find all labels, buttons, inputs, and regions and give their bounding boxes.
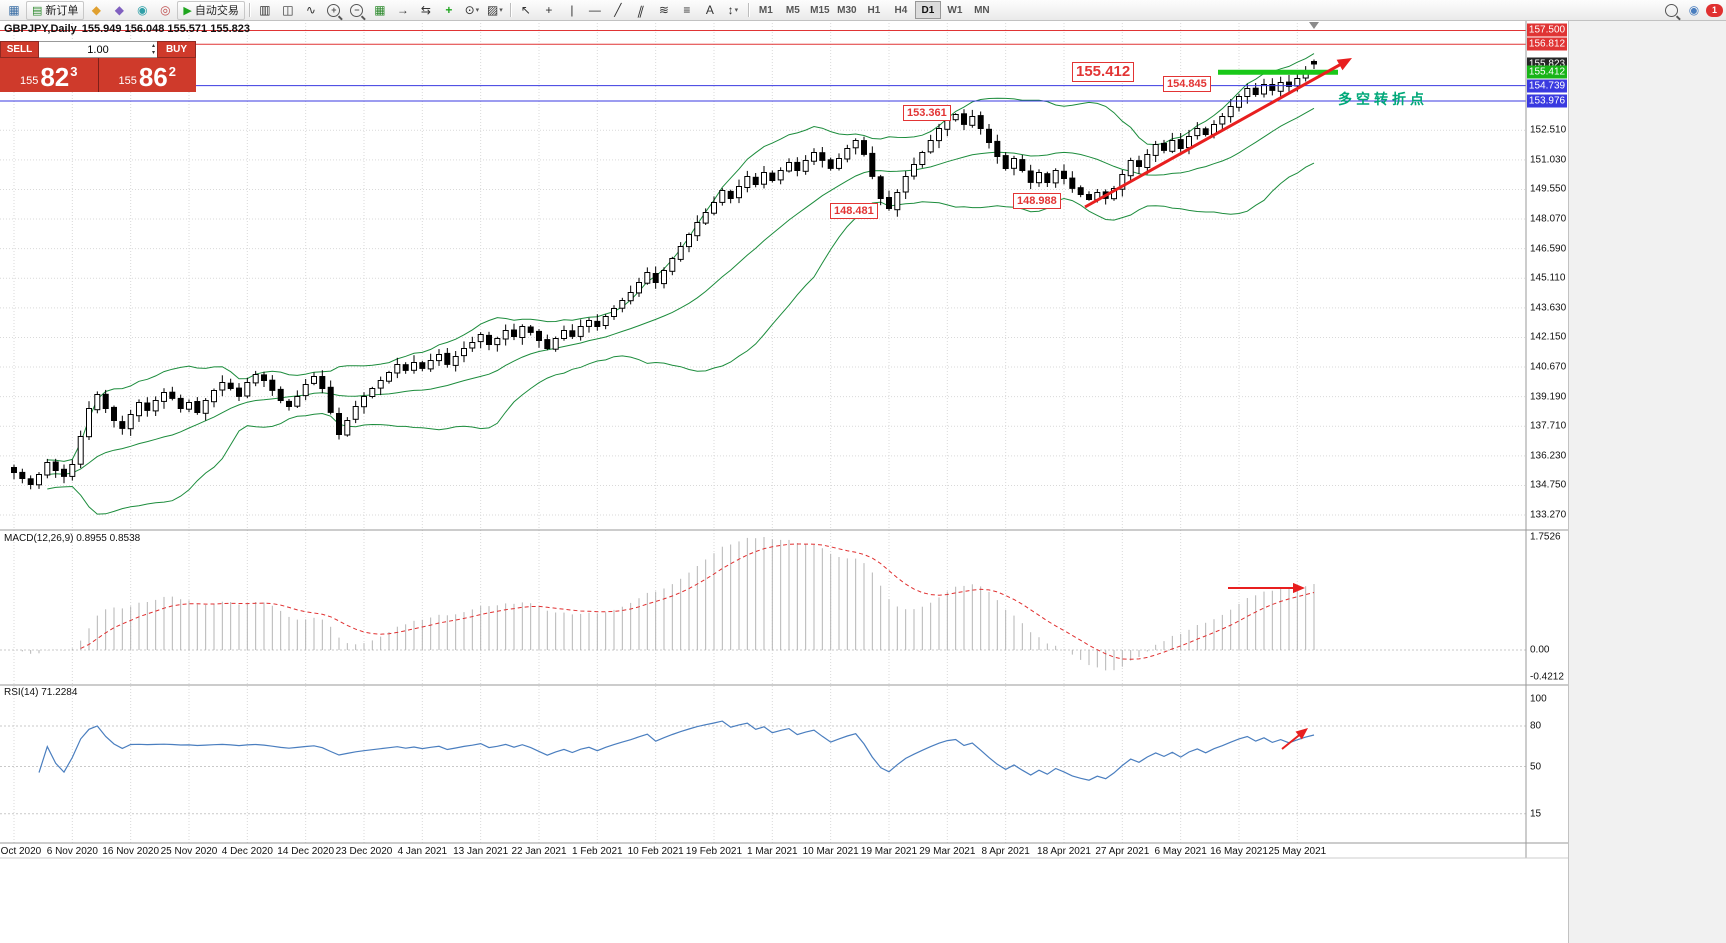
chart-window[interactable]: GBPJPY,Daily 155.949 156.048 155.571 155.… xyxy=(0,0,1568,943)
buy-button[interactable]: BUY xyxy=(157,41,196,58)
chart-shift-icon[interactable]: ⇆ xyxy=(420,3,431,17)
macd-signal-line xyxy=(80,543,1315,660)
text-icon[interactable]: A xyxy=(705,3,714,17)
trend-arrow-head xyxy=(1336,58,1352,71)
sell-price[interactable]: 155 82 3 xyxy=(0,58,98,92)
templates-icon[interactable]: ▨ ▾ xyxy=(486,3,503,17)
mdi-background xyxy=(1568,20,1726,943)
timeframe-m5-button[interactable]: M5 xyxy=(785,4,800,16)
macd-arrow-head xyxy=(1293,582,1305,594)
shapes-icon[interactable]: ≡ xyxy=(683,3,691,17)
market-icon[interactable]: ◆ xyxy=(114,3,125,17)
toolbar-separator xyxy=(509,3,511,17)
grid-layer xyxy=(0,20,1526,843)
bollinger-lower-band xyxy=(47,162,1315,515)
new-chart-icon[interactable]: ▦ xyxy=(8,3,20,17)
buy-price-pip-digit: 2 xyxy=(168,64,176,79)
autotrade-button-label: 自动交易 xyxy=(194,5,239,17)
chart-title: GBPJPY,Daily 155.949 156.048 155.571 155.… xyxy=(4,23,255,35)
timeframe-h4-button[interactable]: H4 xyxy=(894,4,908,16)
chart-canvas[interactable] xyxy=(0,0,1568,943)
periods-icon[interactable]: ⊙ ▾ xyxy=(464,3,480,17)
trend-arrow[interactable] xyxy=(1084,60,1346,209)
new-order-button[interactable]: ▤ 新订单 xyxy=(26,0,85,20)
turning-point-note[interactable]: 多空转折点 xyxy=(1338,91,1428,107)
buy-price-figure: 155 xyxy=(118,75,137,87)
zoom-out-icon[interactable]: − xyxy=(346,1,368,20)
toolbar-separator xyxy=(747,3,749,17)
chart-shift-marker[interactable] xyxy=(1308,22,1319,29)
timeframe-w1-button[interactable]: W1 xyxy=(947,4,963,16)
sell-price-pip-digit: 3 xyxy=(70,64,78,79)
chart-symbol-period: GBPJPY,Daily xyxy=(4,23,77,35)
volume-steppers: ▴ ▾ xyxy=(152,43,155,57)
candlestick-chart-icon[interactable]: ◫ xyxy=(282,3,294,17)
new-order-button-icon: ▤ xyxy=(32,4,43,17)
channel-icon[interactable]: ∥ xyxy=(635,3,646,17)
community-profile-icon[interactable]: ◉ xyxy=(1688,3,1700,17)
auto-scroll-icon[interactable]: → xyxy=(396,3,409,17)
volume-input[interactable] xyxy=(39,43,157,56)
volume-up-button[interactable]: ▴ xyxy=(151,43,155,49)
volume-field[interactable]: ▴▾ xyxy=(39,41,157,58)
tile-windows-icon[interactable]: ▦ xyxy=(374,3,386,17)
crosshair-icon[interactable]: + xyxy=(545,3,553,17)
cursor-icon[interactable]: ↖ xyxy=(520,3,531,17)
trendline-icon[interactable]: ╱ xyxy=(614,3,622,17)
timeframe-m1-button[interactable]: M1 xyxy=(758,4,773,16)
search-icon[interactable] xyxy=(1660,1,1682,20)
alerts-icon[interactable]: ◉ xyxy=(137,3,148,17)
indicators-icon[interactable]: + xyxy=(445,3,453,17)
timeframe-mn-button[interactable]: MN xyxy=(974,4,990,16)
arrows-icon[interactable]: ↕ ▾ xyxy=(727,3,739,17)
notification-badge[interactable]: 1 xyxy=(1706,3,1723,17)
rsi-arrow-head xyxy=(1295,728,1308,740)
chart-ohlc-values: 155.949 156.048 155.571 155.823 xyxy=(81,23,250,35)
macd-histogram xyxy=(21,537,1315,671)
autotrade-button-icon: ▶ xyxy=(183,4,192,17)
horizontal-line-icon[interactable]: — xyxy=(588,3,601,17)
rsi-label: RSI(14) 71.2284 xyxy=(4,687,78,698)
sell-price-big-digits: 82 xyxy=(40,62,70,92)
toolbar: ▦ ▤ 新订单 ◆ ◆ ◉ ◎ ▶ 自动交易 ▥ ◫ ∿ + − ▦ → ⇆ + ⊙ ▾ ▨ ▾ ↖ + | — ╱ ∥ ≋ ≡ A ↕ ▾ M1… xyxy=(0,0,1726,21)
timeframe-h1-button[interactable]: H1 xyxy=(867,4,881,16)
macd-label: MACD(12,26,9) 0.8955 0.8538 xyxy=(4,533,141,544)
fibonacci-icon[interactable]: ≋ xyxy=(658,3,669,17)
bar-chart-icon[interactable]: ▥ xyxy=(259,3,271,17)
timeframe-m15-button[interactable]: M15 xyxy=(810,4,830,16)
candles-layer xyxy=(11,59,1317,490)
metaeditor-icon[interactable]: ◆ xyxy=(91,3,102,17)
zoom-in-icon[interactable]: + xyxy=(323,1,345,20)
bollinger-middle-band xyxy=(47,107,1315,475)
line-chart-icon[interactable]: ∿ xyxy=(305,3,316,17)
buy-price-big-digits: 86 xyxy=(138,62,168,92)
new-order-button-label: 新订单 xyxy=(45,5,79,17)
buy-price[interactable]: 155 86 2 xyxy=(98,58,196,92)
volume-down-button[interactable]: ▾ xyxy=(151,50,155,56)
toolbar-separator xyxy=(248,3,250,17)
sell-button[interactable]: SELL xyxy=(0,41,39,58)
vertical-line-icon[interactable]: | xyxy=(570,3,574,17)
timeframe-m30-button[interactable]: M30 xyxy=(837,4,857,16)
timeframe-d1-button[interactable]: D1 xyxy=(914,1,941,19)
community-icon[interactable]: ◎ xyxy=(160,3,171,17)
sell-price-figure: 155 xyxy=(19,75,39,87)
autotrade-button[interactable]: ▶ 自动交易 xyxy=(177,0,245,20)
rsi-line xyxy=(38,720,1315,781)
